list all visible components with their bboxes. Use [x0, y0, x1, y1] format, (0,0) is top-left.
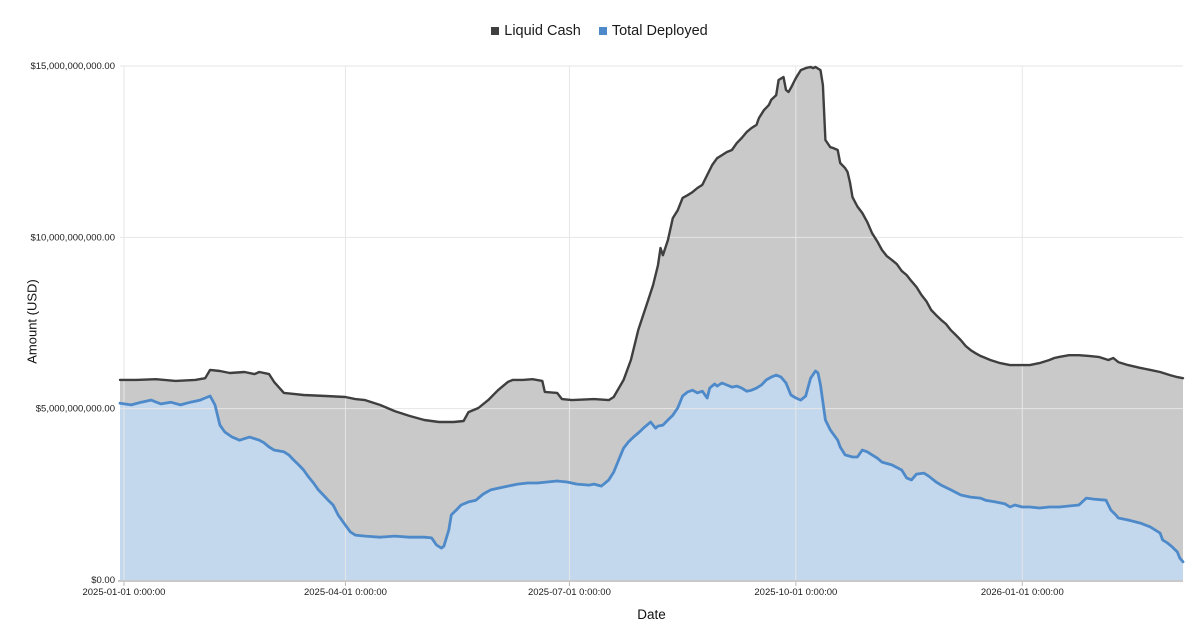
- y-tick-label: $0.00: [91, 575, 115, 586]
- y-tick-label: $15,000,000,000.00: [30, 61, 115, 72]
- x-tick-label: 2025-10-01 0:00:00: [754, 587, 837, 598]
- legend-label: Liquid Cash: [504, 23, 581, 39]
- liquid-cash-area: [120, 67, 1183, 580]
- total-deployed-line: [118, 369, 1185, 564]
- x-tick-label: 2025-04-01 0:00:00: [304, 587, 387, 598]
- legend-item-total-deployed[interactable]: Total Deployed: [598, 23, 708, 39]
- total-deployed-legend-marker: [598, 27, 607, 35]
- y-tick-label: $5,000,000,000.00: [36, 404, 115, 415]
- x-tick-label: 2025-01-01 0:00:00: [82, 587, 165, 598]
- legend-label: Total Deployed: [611, 23, 708, 39]
- liquid-cash-line: [118, 65, 1185, 424]
- total-deployed-area: [120, 371, 1183, 580]
- y-tick-label: $10,000,000,000.00: [30, 232, 115, 243]
- legend: Liquid Cash Total Deployed: [0, 23, 1199, 39]
- y-axis-title: Amount (USD): [24, 279, 40, 364]
- liquid-cash-legend-marker: [491, 27, 500, 35]
- x-tick-label: 2026-01-01 0:00:00: [981, 587, 1064, 598]
- x-tick-label: 2025-07-01 0:00:00: [528, 587, 611, 598]
- x-axis-title: Date: [637, 607, 666, 622]
- legend-item-liquid-cash[interactable]: Liquid Cash: [491, 23, 581, 39]
